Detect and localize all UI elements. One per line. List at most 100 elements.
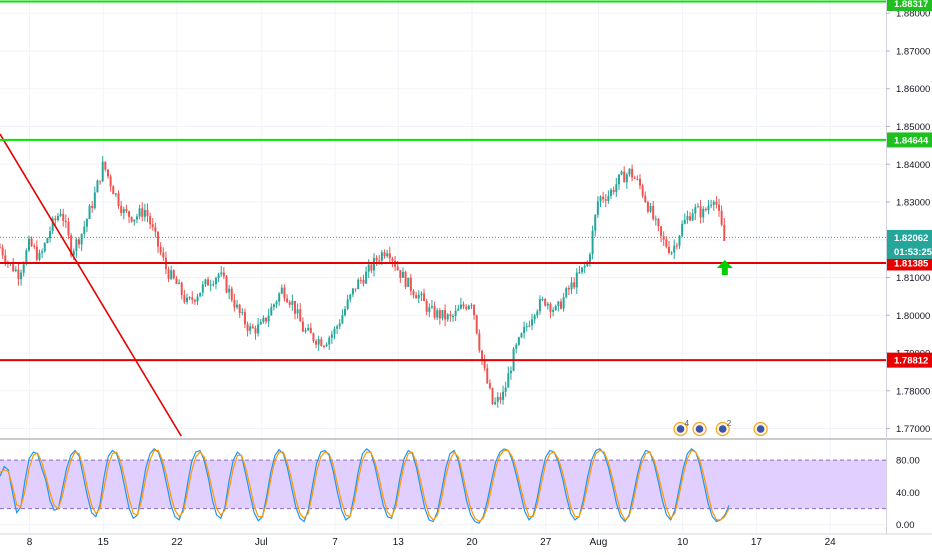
level-price-label[interactable]: 1.78812 <box>887 352 932 368</box>
candle[interactable] <box>243 308 246 329</box>
candle[interactable] <box>270 303 273 316</box>
candle[interactable] <box>125 204 128 214</box>
candle[interactable] <box>512 346 515 372</box>
candle[interactable] <box>122 206 125 220</box>
candle[interactable] <box>317 335 320 351</box>
candle[interactable] <box>199 292 202 297</box>
candle[interactable] <box>143 203 146 222</box>
candle[interactable] <box>362 274 365 287</box>
candle[interactable] <box>146 203 149 223</box>
candle[interactable] <box>444 304 447 327</box>
candle[interactable] <box>401 267 404 278</box>
candle[interactable] <box>654 215 657 226</box>
candle[interactable] <box>257 318 260 337</box>
candle[interactable] <box>646 200 649 214</box>
candle[interactable] <box>217 272 220 283</box>
candle[interactable] <box>552 307 555 317</box>
candle[interactable] <box>407 277 410 288</box>
candle[interactable] <box>507 366 510 388</box>
candle[interactable] <box>665 236 668 249</box>
candle[interactable] <box>172 269 175 280</box>
candle[interactable] <box>604 193 607 208</box>
candle[interactable] <box>657 217 660 232</box>
candle[interactable] <box>499 392 502 404</box>
candle[interactable] <box>30 236 33 247</box>
candle[interactable] <box>288 300 291 308</box>
candle[interactable] <box>459 297 462 310</box>
candle[interactable] <box>209 279 212 292</box>
candle[interactable] <box>12 258 15 273</box>
candle[interactable] <box>278 292 281 306</box>
candle[interactable] <box>204 278 207 288</box>
candle[interactable] <box>588 252 591 267</box>
candle[interactable] <box>615 177 618 197</box>
candle[interactable] <box>423 288 426 302</box>
candle[interactable] <box>75 237 78 258</box>
candle[interactable] <box>114 192 117 197</box>
candle[interactable] <box>212 280 215 287</box>
candle[interactable] <box>272 303 275 311</box>
candle[interactable] <box>620 170 623 176</box>
bar-countdown-label[interactable]: 01:53:25 <box>887 243 932 259</box>
candle[interactable] <box>291 294 294 311</box>
candle[interactable] <box>207 276 210 286</box>
candle[interactable] <box>404 270 407 289</box>
candle[interactable] <box>228 284 231 299</box>
candle[interactable] <box>523 321 526 339</box>
candle[interactable] <box>617 174 620 190</box>
candle[interactable] <box>138 204 141 220</box>
candle[interactable] <box>667 240 670 255</box>
candle[interactable] <box>480 349 483 366</box>
candle[interactable] <box>557 300 560 312</box>
candle[interactable] <box>639 174 642 190</box>
candle[interactable] <box>180 281 183 300</box>
candle[interactable] <box>296 303 299 319</box>
candle[interactable] <box>78 237 81 249</box>
candle[interactable] <box>633 175 636 180</box>
candle[interactable] <box>104 161 107 172</box>
candle[interactable] <box>515 342 518 354</box>
candle[interactable] <box>183 290 186 304</box>
candle[interactable] <box>0 243 1 249</box>
candle[interactable] <box>596 195 599 218</box>
candle[interactable] <box>623 166 626 183</box>
candle[interactable] <box>386 249 389 258</box>
candle[interactable] <box>265 317 268 324</box>
candle[interactable] <box>707 199 710 215</box>
candle[interactable] <box>520 332 523 339</box>
candle[interactable] <box>344 306 347 317</box>
candle[interactable] <box>462 301 465 310</box>
candle[interactable] <box>99 180 102 185</box>
event-flag-icon[interactable]: 4 <box>673 419 690 437</box>
stochastic-lines[interactable] <box>0 448 730 524</box>
candle[interactable] <box>101 156 104 183</box>
candle[interactable] <box>536 309 539 319</box>
candle[interactable] <box>470 303 473 310</box>
candle[interactable] <box>275 300 278 308</box>
candle[interactable] <box>549 302 552 319</box>
candle[interactable] <box>488 379 491 390</box>
candle[interactable] <box>486 363 489 385</box>
candle[interactable] <box>338 319 341 330</box>
candle[interactable] <box>710 199 713 209</box>
candle[interactable] <box>259 318 262 325</box>
candle[interactable] <box>704 207 707 212</box>
candle[interactable] <box>222 266 225 280</box>
level-price-label[interactable]: 1.81385 <box>887 255 932 271</box>
candle[interactable] <box>117 190 120 209</box>
candle[interactable] <box>372 253 375 277</box>
candle[interactable] <box>67 217 70 240</box>
candle[interactable] <box>567 285 570 295</box>
candle[interactable] <box>483 354 486 371</box>
candle[interactable] <box>689 212 692 222</box>
candle[interactable] <box>420 291 423 301</box>
candle[interactable] <box>301 317 304 333</box>
candle[interactable] <box>93 186 96 210</box>
candle[interactable] <box>446 313 449 322</box>
candle[interactable] <box>412 289 415 299</box>
candle[interactable] <box>683 213 686 225</box>
candle[interactable] <box>546 301 549 310</box>
candle[interactable] <box>517 336 520 347</box>
candle[interactable] <box>1 244 4 259</box>
